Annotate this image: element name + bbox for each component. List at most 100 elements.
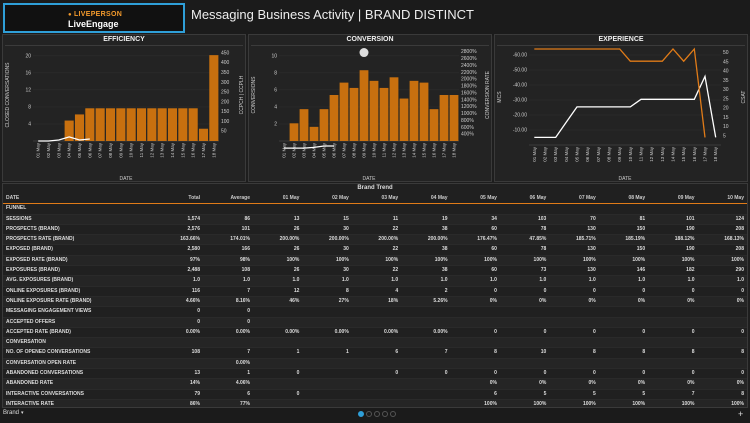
- column-header[interactable]: 03 May: [351, 194, 402, 205]
- table-cell: 22: [351, 224, 402, 236]
- table-cell: 2,576: [153, 224, 203, 236]
- liveengage-logo[interactable]: LIVEPERSON LiveEngage: [3, 3, 185, 33]
- page-dot[interactable]: [374, 411, 380, 417]
- row-label: PROSPECTS (BRAND): [3, 224, 153, 236]
- page-dot[interactable]: [382, 411, 388, 417]
- table-cell: 30: [302, 224, 352, 236]
- top-bar: LIVEPERSON LiveEngage Messaging Business…: [0, 0, 750, 36]
- x-tick-label: 14 May: [671, 146, 676, 162]
- table-cell: 2,488: [153, 265, 203, 277]
- table-cell: 108: [153, 347, 203, 359]
- table-cell: [351, 317, 402, 328]
- table-cell: 8: [549, 347, 599, 359]
- table-cell: [549, 358, 599, 370]
- table-row: EXPOSED (BRAND) 2,580 166 26 30 22 38 60 78 130 15…: [3, 244, 747, 256]
- table-cell: [253, 399, 303, 407]
- table-header-row: DATE Total Average 01 May 02 May 03 May 04 May…: [3, 194, 747, 205]
- table-cell: [351, 203, 402, 215]
- table-cell: 0: [648, 286, 698, 297]
- x-tick-label: 02 May: [46, 142, 51, 158]
- right-tick-label: 100: [221, 119, 230, 125]
- x-tick-label: 17 May: [442, 142, 447, 158]
- table-cell: 0%: [549, 378, 599, 390]
- table-cell: 0%: [697, 378, 747, 390]
- table-cell: 200.00%: [253, 234, 303, 246]
- panel-divider: [5, 45, 243, 46]
- column-header[interactable]: 10 May: [697, 194, 747, 205]
- table-cell: 1.0: [203, 275, 253, 287]
- table-cell: 15: [302, 214, 352, 225]
- page-dot[interactable]: [390, 411, 396, 417]
- table-cell: 200.00%: [351, 234, 402, 246]
- x-tick-label: 06 May: [332, 142, 337, 158]
- x-tick-label: 06 May: [585, 146, 590, 162]
- table-cell: 0: [153, 306, 203, 318]
- table-cell: 46%: [253, 296, 303, 308]
- x-axis-title: DATE: [120, 176, 134, 182]
- table-cell: 77%: [203, 399, 253, 407]
- bar: [85, 108, 95, 141]
- right-tick-label: 15: [723, 115, 729, 121]
- column-header[interactable]: DATE: [3, 194, 153, 205]
- column-header[interactable]: 02 May: [302, 194, 352, 205]
- table-cell: 18%: [351, 296, 402, 308]
- right-tick-label: 200: [221, 99, 230, 105]
- x-tick-label: 17 May: [703, 146, 708, 162]
- x-tick-label: 16 May: [432, 142, 437, 158]
- page-dot[interactable]: [366, 411, 372, 417]
- table-cell: 2: [401, 286, 451, 297]
- column-header[interactable]: Average: [203, 194, 253, 205]
- y2-axis-title: CSAT: [741, 91, 747, 104]
- table-title: Brand Trend: [357, 185, 393, 191]
- table-cell: [697, 317, 747, 328]
- table-cell: [253, 358, 303, 370]
- table-cell: [499, 306, 550, 318]
- table-cell: 0%: [648, 296, 698, 308]
- table-cell: 0.00%: [401, 327, 451, 339]
- x-tick-label: 11 May: [139, 142, 144, 157]
- panel-divider: [251, 45, 489, 46]
- table-cell: [499, 337, 550, 349]
- table-cell: 100%: [401, 255, 451, 267]
- series-line: [38, 136, 90, 142]
- table-cell: 0%: [549, 296, 599, 308]
- table-cell: 130: [549, 224, 599, 236]
- table-cell: 4: [351, 286, 402, 297]
- column-header[interactable]: 01 May: [253, 194, 303, 205]
- table-cell: 100%: [598, 399, 649, 407]
- table-cell: 163.66%: [153, 234, 203, 246]
- table-cell: 38: [401, 224, 451, 236]
- table-cell: [648, 358, 698, 370]
- x-tick-label: 05 May: [77, 142, 82, 158]
- table-cell: 0: [203, 317, 253, 328]
- x-tick-label: 18 May: [713, 146, 718, 162]
- column-header[interactable]: 06 May: [499, 194, 550, 205]
- right-tick-label: 10: [723, 124, 729, 130]
- page-dot[interactable]: [358, 411, 364, 417]
- table-cell: 103: [499, 214, 550, 225]
- x-tick-label: 08 May: [352, 142, 357, 158]
- x-tick-label: 05 May: [575, 146, 580, 162]
- column-header[interactable]: Total: [153, 194, 203, 205]
- x-tick-label: 04 May: [312, 142, 317, 158]
- x-tick-label: 07 May: [596, 146, 601, 162]
- bar: [209, 55, 219, 141]
- column-header[interactable]: 09 May: [648, 194, 698, 205]
- bar: [105, 108, 116, 141]
- column-header[interactable]: 05 May: [450, 194, 500, 205]
- table-cell: [697, 337, 747, 349]
- left-tick-label: 20: [25, 53, 31, 59]
- bar: [95, 108, 105, 141]
- left-tick-label: 6: [274, 87, 277, 93]
- table-cell: 100%: [648, 399, 698, 407]
- table-cell: 100%: [450, 255, 500, 267]
- column-header[interactable]: 07 May: [549, 194, 599, 205]
- bar: [116, 108, 126, 141]
- table-cell: [302, 389, 352, 400]
- column-header[interactable]: 04 May: [401, 194, 451, 205]
- brand-dropdown[interactable]: Brand ▾: [3, 410, 33, 420]
- column-header[interactable]: 08 May: [598, 194, 649, 205]
- table-cell: 0: [450, 368, 500, 380]
- table-cell: 27%: [302, 296, 352, 308]
- add-icon[interactable]: +: [738, 409, 744, 419]
